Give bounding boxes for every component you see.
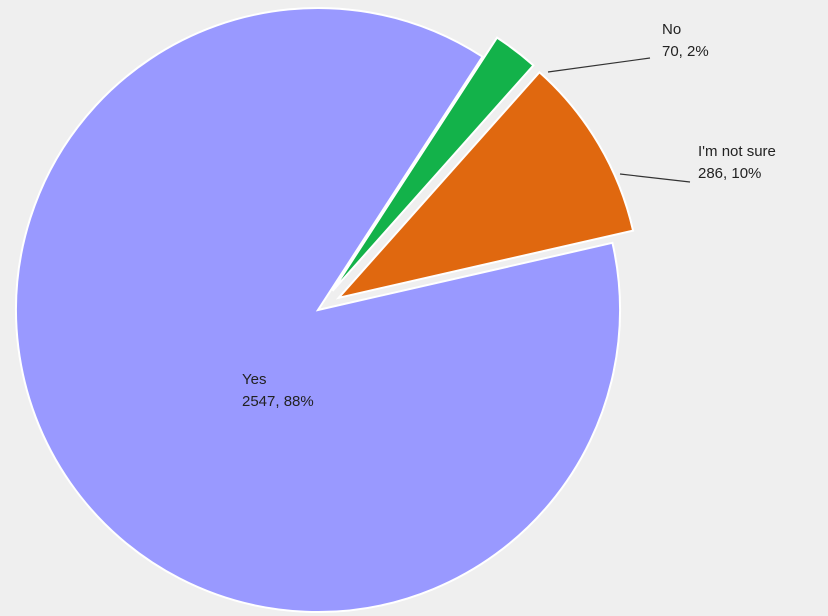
pie-slices <box>15 7 635 613</box>
slice-value-label-no: 70, 2% <box>662 43 709 60</box>
leader-line-i-m-not-sure <box>619 173 691 183</box>
slice-value-label-i-m-not-sure: 286, 10% <box>698 165 761 182</box>
leader-lines <box>547 57 691 183</box>
pie-slice-yes <box>15 7 621 613</box>
slice-label-yes: Yes <box>242 371 266 388</box>
slice-label-no: No <box>662 21 681 38</box>
pie-slice-i-m-not-sure <box>335 70 635 300</box>
slice-labels: No 70, 2% I'm not sure 286, 10% Yes 2547, 88% <box>242 21 776 410</box>
pie-slice-no <box>331 36 535 292</box>
slice-label-i-m-not-sure: I'm not sure <box>698 143 776 160</box>
slice-value-label-yes: 2547, 88% <box>242 393 314 410</box>
leader-line-no <box>547 57 651 73</box>
